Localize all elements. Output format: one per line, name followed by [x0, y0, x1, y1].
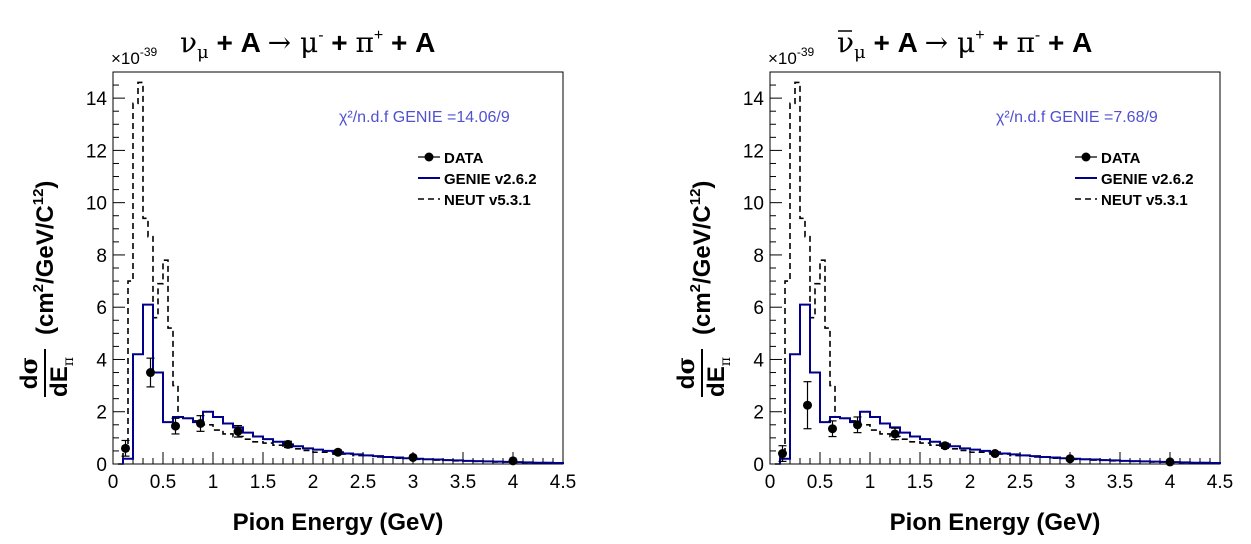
data-point: [828, 424, 837, 434]
y-multiplier: ×10-39: [768, 45, 815, 68]
x-tick-label: 2: [308, 472, 319, 493]
y-tick-label: 10: [86, 194, 107, 215]
y-tick-label: 8: [96, 246, 107, 267]
legend-marker: [424, 152, 434, 162]
x-tick-label: 3: [408, 472, 419, 493]
data-point: [778, 449, 787, 459]
x-tick-label: 4.5: [550, 472, 576, 493]
legend: DATA GENIE v2.6.2 NEUT v5.3.1: [1075, 150, 1194, 209]
y-tick-label: 4: [753, 350, 764, 371]
x-axis: 0 0.5 1 1.5 2 2.5 3 3.5 4 4.5: [765, 452, 1233, 493]
y-label-numerator: dσ: [14, 357, 43, 389]
y-multiplier: ×10-39: [111, 45, 158, 68]
chart-panel-2: 0 0.5 1 1.5 2 2.5 3 3.5 4 4.5 Pion Energy (GeV) 0 2 4…: [671, 26, 1233, 536]
data-series: [778, 381, 1175, 467]
y-tick-label: 2: [753, 403, 764, 424]
y-axis: 0 2 4 6 8 10 12 14: [743, 71, 782, 476]
y-label-units: (cm2/GeV/C12): [687, 181, 716, 335]
data-point: [408, 452, 418, 462]
x-axis-label: Pion Energy (GeV): [890, 509, 1101, 536]
x-tick-label: 0: [765, 472, 776, 493]
data-point: [940, 441, 950, 451]
x-tick-label: 0.5: [150, 472, 176, 493]
genie-histogram: [122, 303, 564, 464]
genie-histogram: [779, 303, 1221, 464]
x-axis-label: Pion Energy (GeV): [233, 509, 444, 536]
data-point: [196, 418, 205, 428]
data-point: [803, 400, 812, 410]
x-tick-label: 3.5: [450, 472, 476, 493]
data-point: [283, 439, 293, 449]
x-tick-label: 1.5: [250, 472, 276, 493]
y-tick-label: 8: [753, 246, 764, 267]
y-label-units: (cm2/GeV/C12): [30, 181, 59, 335]
x-tick-label: 3.5: [1107, 472, 1133, 493]
data-point: [121, 443, 130, 453]
y-tick-label: 0: [96, 455, 107, 476]
x-tick-label: 1: [208, 472, 219, 493]
y-label-denominator: dEπ: [46, 357, 77, 397]
x-tick-label: 0.5: [807, 472, 833, 493]
y-tick-label: 12: [743, 141, 764, 162]
legend-label: GENIE v2.6.2: [1101, 171, 1194, 188]
x-tick-label: 2.5: [1007, 472, 1033, 493]
legend-label: NEUT v5.3.1: [444, 192, 531, 209]
x-tick-label: 3: [1065, 472, 1076, 493]
x-tick-label: 4: [1165, 472, 1176, 493]
data-point: [853, 420, 862, 430]
y-tick-label: 12: [86, 141, 107, 162]
chi2-label: χ²/n.d.f GENIE =7.68/9: [996, 109, 1158, 126]
data-point: [333, 447, 343, 457]
x-tick-label: 1: [865, 472, 876, 493]
chart-title: νμ + A → μ+ + π- + A: [837, 26, 1092, 63]
legend: DATA GENIE v2.6.2 NEUT v5.3.1: [418, 150, 537, 209]
neut-histogram: [775, 81, 1221, 465]
neut-histogram: [118, 81, 564, 465]
y-tick-label: 2: [96, 403, 107, 424]
x-tick-label: 0: [108, 472, 119, 493]
chi2-label: χ²/n.d.f GENIE =14.06/9: [339, 109, 510, 126]
data-point: [233, 426, 243, 436]
x-tick-label: 4: [508, 472, 519, 493]
legend-label: NEUT v5.3.1: [1101, 192, 1188, 209]
data-point: [890, 429, 900, 439]
chart-panel-1: 0 0.5 1 1.5 2 2.5 3 3.5 4 4.5 Pion Energy (GeV) 0 2 4…: [14, 26, 576, 536]
legend-label: DATA: [1101, 150, 1141, 167]
data-point: [1165, 457, 1175, 467]
x-tick-label: 4.5: [1207, 472, 1233, 493]
x-tick-label: 2.5: [350, 472, 376, 493]
data-series: [121, 357, 518, 466]
legend-marker: [1081, 152, 1091, 162]
x-tick-label: 1.5: [907, 472, 933, 493]
y-tick-label: 6: [96, 298, 107, 319]
y-tick-label: 6: [753, 298, 764, 319]
data-point: [1065, 454, 1075, 464]
legend-label: DATA: [444, 150, 484, 167]
y-tick-label: 14: [86, 89, 108, 110]
y-tick-label: 0: [753, 455, 764, 476]
y-label-numerator: dσ: [671, 357, 700, 389]
chart-title: νμ + A → μ- + π+ + A: [180, 26, 435, 63]
plot-frame: [112, 71, 564, 465]
y-tick-label: 10: [743, 194, 764, 215]
data-point: [171, 421, 180, 431]
data-point: [508, 456, 518, 466]
legend-label: GENIE v2.6.2: [444, 171, 537, 188]
y-axis: 0 2 4 6 8 10 12 14: [86, 71, 125, 476]
x-axis: 0 0.5 1 1.5 2 2.5 3 3.5 4 4.5: [108, 452, 576, 493]
y-label-denominator: dEπ: [703, 357, 734, 397]
y-tick-label: 4: [96, 350, 107, 371]
data-point: [146, 368, 155, 378]
data-point: [990, 449, 1000, 459]
x-tick-label: 2: [965, 472, 976, 493]
y-tick-label: 14: [743, 89, 765, 110]
plot-frame: [769, 71, 1221, 465]
